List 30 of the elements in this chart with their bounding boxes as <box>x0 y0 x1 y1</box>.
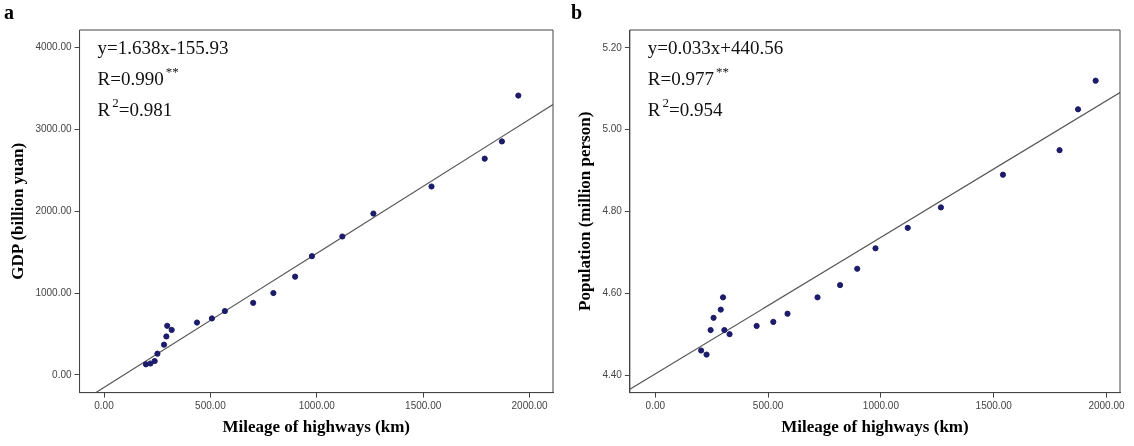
x-tick-label: 1500.00 <box>405 400 442 412</box>
x-tick-label: 2000.00 <box>1088 400 1125 412</box>
chart-title: a <box>4 1 14 24</box>
y-tick-label: 5.20 <box>602 41 623 53</box>
x-tick-label: 500.00 <box>752 400 784 412</box>
y-tick-label: 4000.00 <box>35 40 72 52</box>
x-axis-title: Mileage of highways (km) <box>222 417 411 437</box>
x-tick-label: 2000.00 <box>511 400 549 412</box>
y-tick-label: 4.80 <box>602 205 623 217</box>
annotation: y=1.638x-155.93 <box>97 37 229 58</box>
y-tick-label: 3000.00 <box>35 122 72 134</box>
y-axis-title: Population (million person) <box>574 111 594 311</box>
y-tick-label: 0.00 <box>52 368 72 380</box>
x-axis-title: Mileage of highways (km) <box>781 417 969 437</box>
y-tick-label: 1000.00 <box>35 286 72 298</box>
y-tick-label: 5.00 <box>602 123 623 135</box>
x-tick-label: 1000.00 <box>298 400 336 412</box>
x-tick-label: 0.00 <box>94 400 115 412</box>
annotation: R=0.990** <box>97 64 179 89</box>
y-tick-label: 4.40 <box>602 368 623 380</box>
y-tick-label: 2000.00 <box>35 204 72 216</box>
y-axis-title: GDP (billion yuan) <box>7 142 27 280</box>
x-tick-label: 1500.00 <box>975 400 1013 412</box>
x-tick-label: 0.00 <box>645 400 666 412</box>
x-tick-label: 500.00 <box>195 400 227 412</box>
annotation: R=0.977** <box>647 64 729 89</box>
y-tick-label: 4.60 <box>602 287 623 299</box>
x-tick-label: 1000.00 <box>862 400 900 412</box>
chart-title: b <box>571 1 583 24</box>
annotation: y=0.033x+440.56 <box>647 37 784 58</box>
